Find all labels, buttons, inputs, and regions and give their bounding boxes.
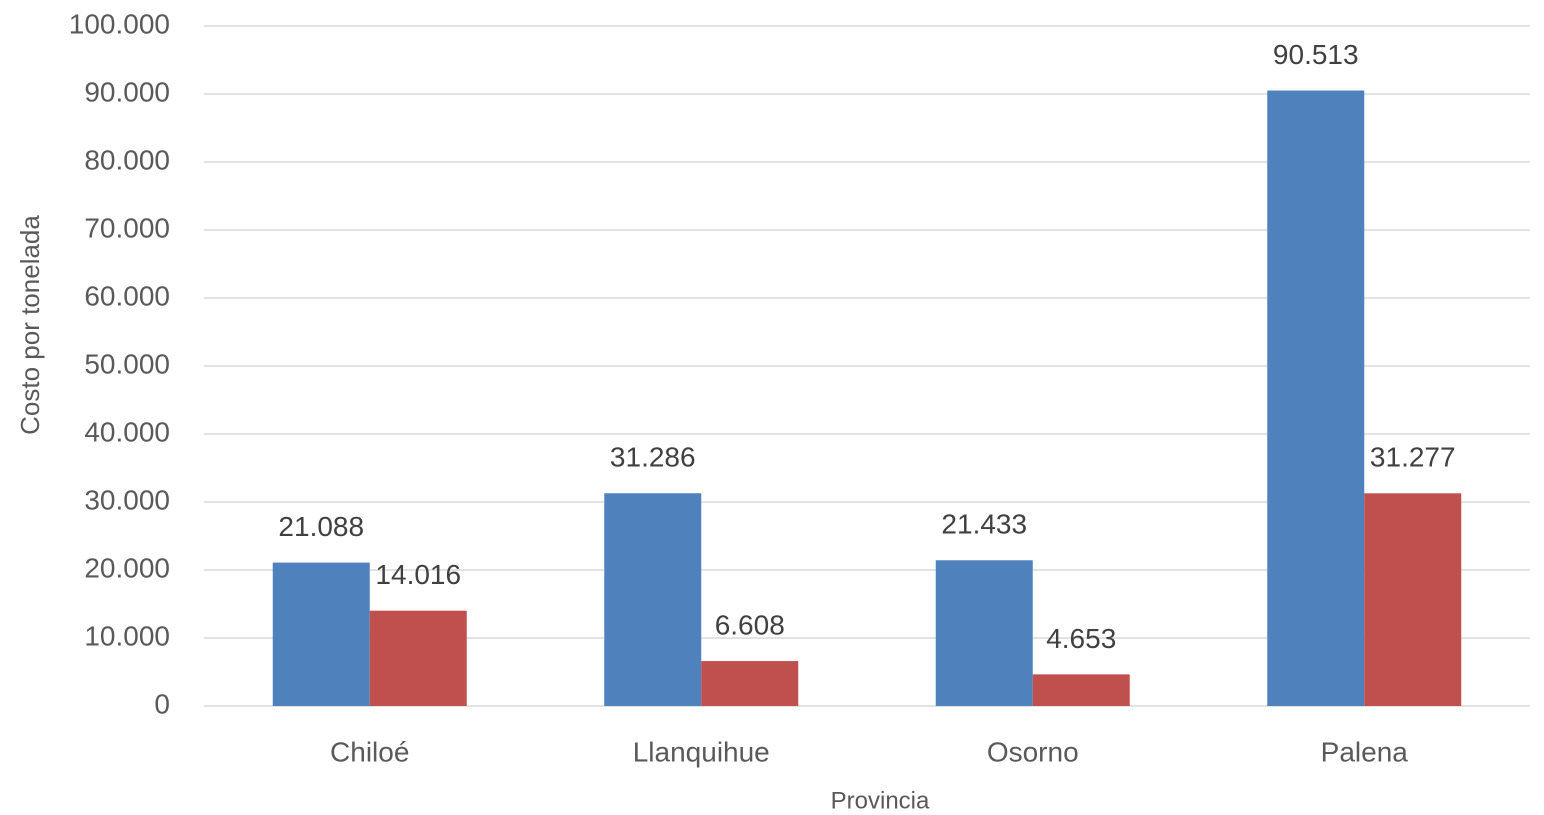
data-label: 21.433 bbox=[941, 509, 1027, 540]
bar bbox=[701, 661, 799, 706]
x-tick-label: Osorno bbox=[987, 736, 1079, 767]
data-label: 21.088 bbox=[278, 511, 364, 542]
y-tick-label: 90.000 bbox=[84, 76, 170, 107]
bar bbox=[604, 493, 702, 706]
y-tick-label: 40.000 bbox=[84, 416, 170, 447]
data-label: 4.653 bbox=[1046, 623, 1116, 654]
y-axis-title: Costo por tonelada bbox=[15, 215, 45, 435]
x-tick-label: Llanquihue bbox=[633, 736, 770, 767]
bar bbox=[272, 562, 370, 706]
y-tick-label: 50.000 bbox=[84, 348, 170, 379]
y-tick-label: 60.000 bbox=[84, 280, 170, 311]
y-tick-label: 20.000 bbox=[84, 552, 170, 583]
bar bbox=[1032, 674, 1130, 706]
bar bbox=[935, 560, 1033, 706]
y-tick-label: 100.000 bbox=[69, 8, 170, 39]
bar bbox=[369, 610, 467, 706]
data-label: 6.608 bbox=[715, 609, 785, 640]
x-tick-label: Palena bbox=[1321, 736, 1409, 767]
data-label: 14.016 bbox=[375, 559, 461, 590]
y-tick-label: 70.000 bbox=[84, 212, 170, 243]
bar bbox=[1364, 493, 1462, 706]
data-label: 31.286 bbox=[610, 442, 696, 473]
y-tick-label: 80.000 bbox=[84, 144, 170, 175]
data-label: 90.513 bbox=[1273, 39, 1359, 70]
bar bbox=[1267, 90, 1365, 706]
y-tick-label: 10.000 bbox=[84, 620, 170, 651]
x-tick-label: Chiloé bbox=[330, 736, 409, 767]
data-label: 31.277 bbox=[1370, 442, 1456, 473]
x-axis-title: Provincia bbox=[831, 787, 930, 814]
y-tick-label: 30.000 bbox=[84, 484, 170, 515]
y-tick-label: 0 bbox=[154, 688, 170, 719]
